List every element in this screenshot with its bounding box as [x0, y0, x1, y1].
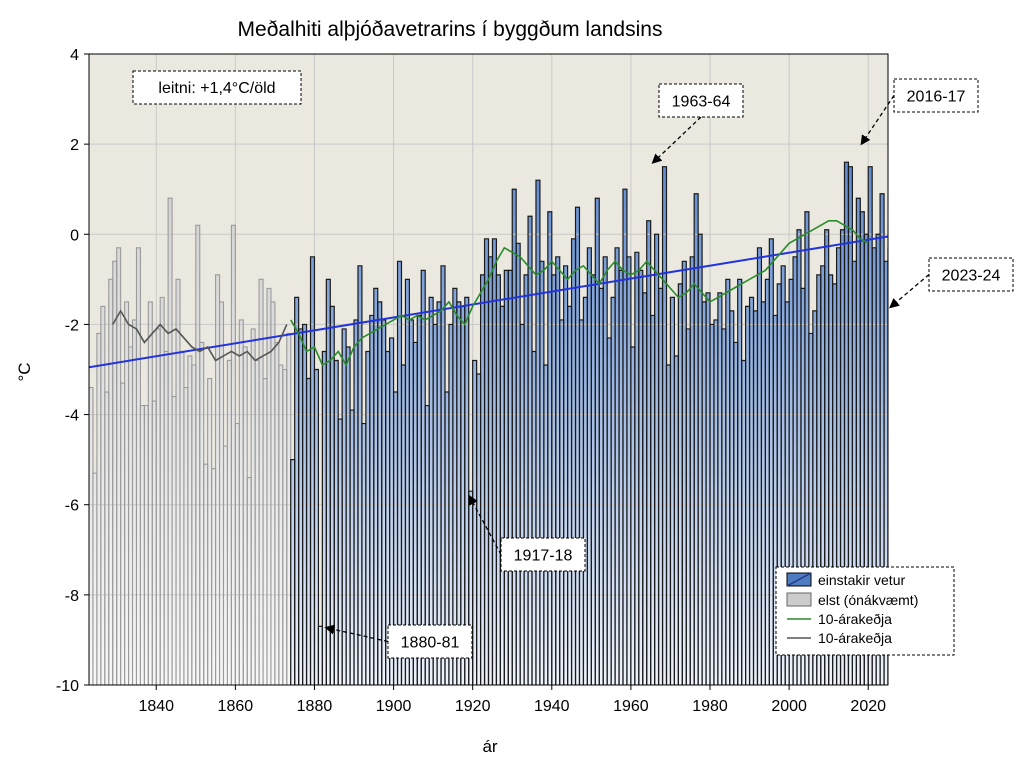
- x-tick-label-1980: 1980: [692, 698, 728, 715]
- legend-label-green-ma: 10-árakeðja: [818, 611, 892, 627]
- annotations: 1963-64 2016-17 2023-24 1917-18 1880-81: [324, 78, 1014, 659]
- y-tick-label-0: 0: [70, 227, 79, 244]
- x-tick-label-1960: 1960: [613, 698, 649, 715]
- annotation-arrow-188081: [324, 624, 389, 643]
- moving-average-lines: [112, 219, 869, 367]
- legend-label-gray-ma: 10-árakeðja: [818, 630, 892, 646]
- trend-label: leitni: +1,4°C/öld: [158, 80, 275, 97]
- trend-label-box: leitni: +1,4°C/öld: [132, 70, 302, 105]
- moving-average-green: [290, 219, 869, 367]
- annotation-box-201617: [893, 78, 979, 113]
- annotation-label-202324: 2023-24: [942, 268, 1001, 285]
- annotation-box-188081: [387, 624, 473, 659]
- trend-line-group: [89, 235, 888, 369]
- x-tick-label-2000: 2000: [771, 698, 807, 715]
- annotation-label-188081: 1880-81: [401, 635, 460, 652]
- y-tick-label--2: -2: [65, 317, 79, 334]
- moving-average-gray: [112, 309, 288, 362]
- annotation-arrow-191718: [468, 494, 502, 555]
- area-fill-einstakir: [290, 162, 888, 685]
- y-tick-label--4: -4: [65, 408, 79, 425]
- x-axis-title: ár: [482, 737, 497, 756]
- trend-line: [89, 235, 888, 369]
- annotation-box-191718: [500, 537, 586, 572]
- y-tick-label-4: 4: [70, 47, 79, 64]
- x-tick-label-1900: 1900: [376, 698, 412, 715]
- annotation-label-191718: 1917-18: [514, 548, 573, 565]
- x-tick-label-1920: 1920: [455, 698, 491, 715]
- bar-outlines: [89, 161, 888, 685]
- bar-winter-1880: [313, 368, 320, 685]
- y-axis-title: °C: [15, 362, 34, 381]
- plot-frame: [88, 53, 889, 686]
- annotation-label-201617: 2016-17: [907, 89, 966, 106]
- x-tick-label-1840: 1840: [138, 698, 174, 715]
- legend-label-elst: elst (ónákvæmt): [818, 592, 918, 608]
- annotation-arrow-202324: [889, 274, 930, 309]
- y-tick-label--8: -8: [65, 588, 79, 605]
- annotation-box-202324: [928, 257, 1014, 292]
- legend-item-green-ma: 10-árakeðja: [787, 611, 892, 627]
- chart-title: Meðalhiti alþjóðavetrarins í byggðum lan…: [238, 18, 663, 41]
- x-tick-label-1940: 1940: [534, 698, 570, 715]
- legend-item-gray-ma: 10-árakeðja: [787, 630, 892, 646]
- x-tick-label-1880: 1880: [297, 698, 333, 715]
- y-tick-label--6: -6: [65, 498, 79, 515]
- annotation-label-196364: 1963-64: [672, 94, 731, 111]
- legend: einstakir vetur elst (ónákvæmt) 10-árake…: [775, 566, 955, 656]
- x-tick-label-2020: 2020: [850, 698, 886, 715]
- legend-swatch-gray: [786, 592, 812, 607]
- annotation-box-196364: [658, 83, 744, 118]
- annotation-arrow-201617: [860, 95, 895, 146]
- axis-ticks: 1840 1860 1880 1900 1920 1940 1960 1980 2000 2020…: [56, 47, 886, 715]
- x-tick-label-1860: 1860: [218, 698, 254, 715]
- legend-item-elst: elst (ónákvæmt): [786, 592, 918, 608]
- plot-area: [89, 54, 888, 685]
- y-tick-label-2: 2: [70, 137, 79, 154]
- legend-item-einstakir-vetur: einstakir vetur: [786, 572, 905, 588]
- bar-winter-2024: [883, 260, 888, 685]
- legend-label-einstakir-vetur: einstakir vetur: [818, 572, 905, 588]
- y-tick-label--10: -10: [56, 678, 79, 695]
